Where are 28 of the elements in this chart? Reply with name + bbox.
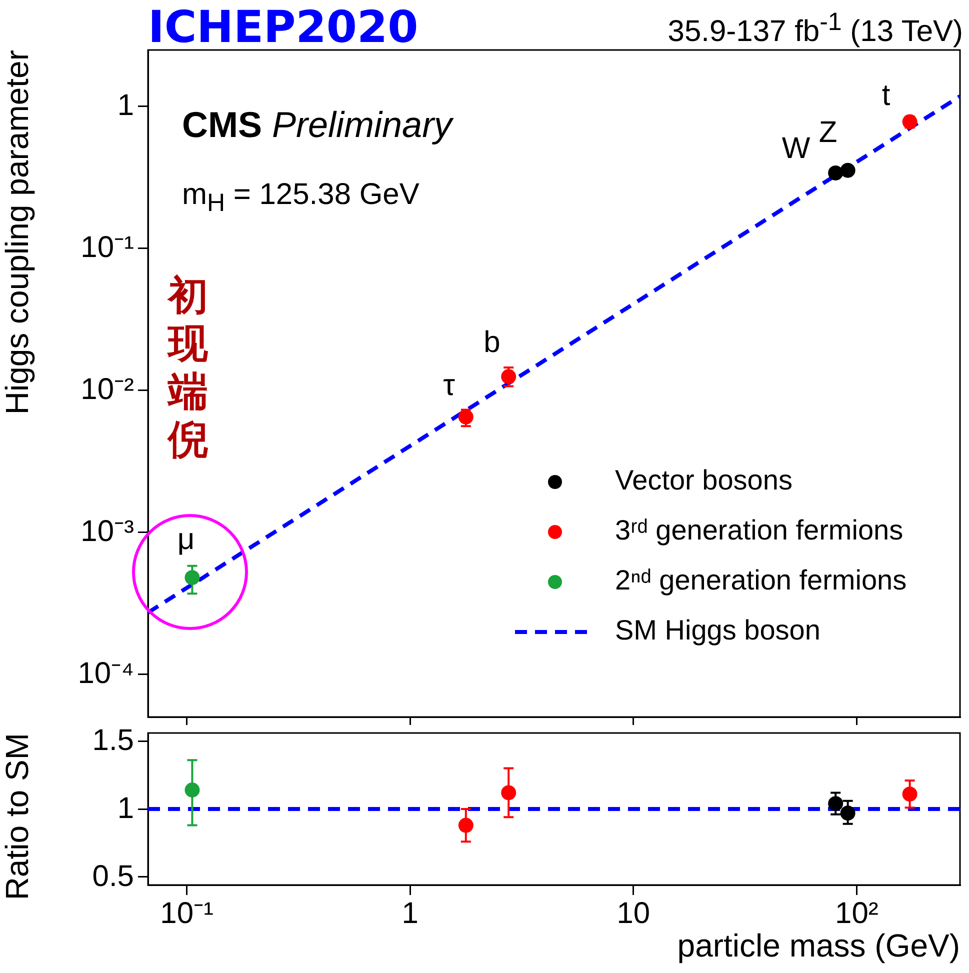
text: 35.9-137 fb$^{-1}$ (13 TeV) bbox=[668, 8, 963, 49]
x-tick-label: 10⁻¹ bbox=[159, 897, 214, 931]
annotation: b bbox=[482, 325, 502, 361]
annotation: t bbox=[880, 78, 892, 114]
legend-label: SM Higgs boson bbox=[615, 614, 820, 646]
x-tick-label: 10 bbox=[616, 897, 650, 930]
legend-label: 2ⁿᵈ generation fermions bbox=[615, 564, 907, 596]
annotation: τ bbox=[442, 368, 456, 404]
annotation: CMS Preliminary bbox=[182, 104, 452, 145]
chart-title: ICHEP2020 bbox=[148, 2, 418, 53]
y-tick-label: 10⁻² bbox=[80, 373, 134, 406]
legend-label: Vector bosons bbox=[615, 464, 792, 496]
annotation: W bbox=[782, 132, 810, 165]
x-tick-label: 1 bbox=[400, 897, 420, 931]
y-axis-title: Higgs coupling parameter bbox=[0, 50, 36, 415]
annotation: 初现端倪 bbox=[168, 273, 208, 464]
legend-label: 3ʳᵈ generation fermions bbox=[615, 514, 904, 546]
y-tick-label: 0.5 bbox=[92, 860, 134, 893]
y-tick-label: 10⁻³ bbox=[80, 515, 134, 550]
y-tick-label: 1.5 bbox=[92, 724, 134, 758]
annotation: m$_{H}$ = 125.38 GeV bbox=[182, 178, 420, 218]
y-tick-label: 10⁻⁴ bbox=[76, 657, 134, 692]
annotation: Z bbox=[818, 116, 838, 149]
y-tick-label: 10⁻¹ bbox=[80, 231, 134, 264]
y-tick-label: 1 bbox=[117, 89, 134, 122]
y-tick-label: 1 bbox=[117, 792, 134, 825]
y-axis-title: Ratio to SM bbox=[0, 733, 36, 900]
annotation: μ bbox=[176, 522, 196, 558]
